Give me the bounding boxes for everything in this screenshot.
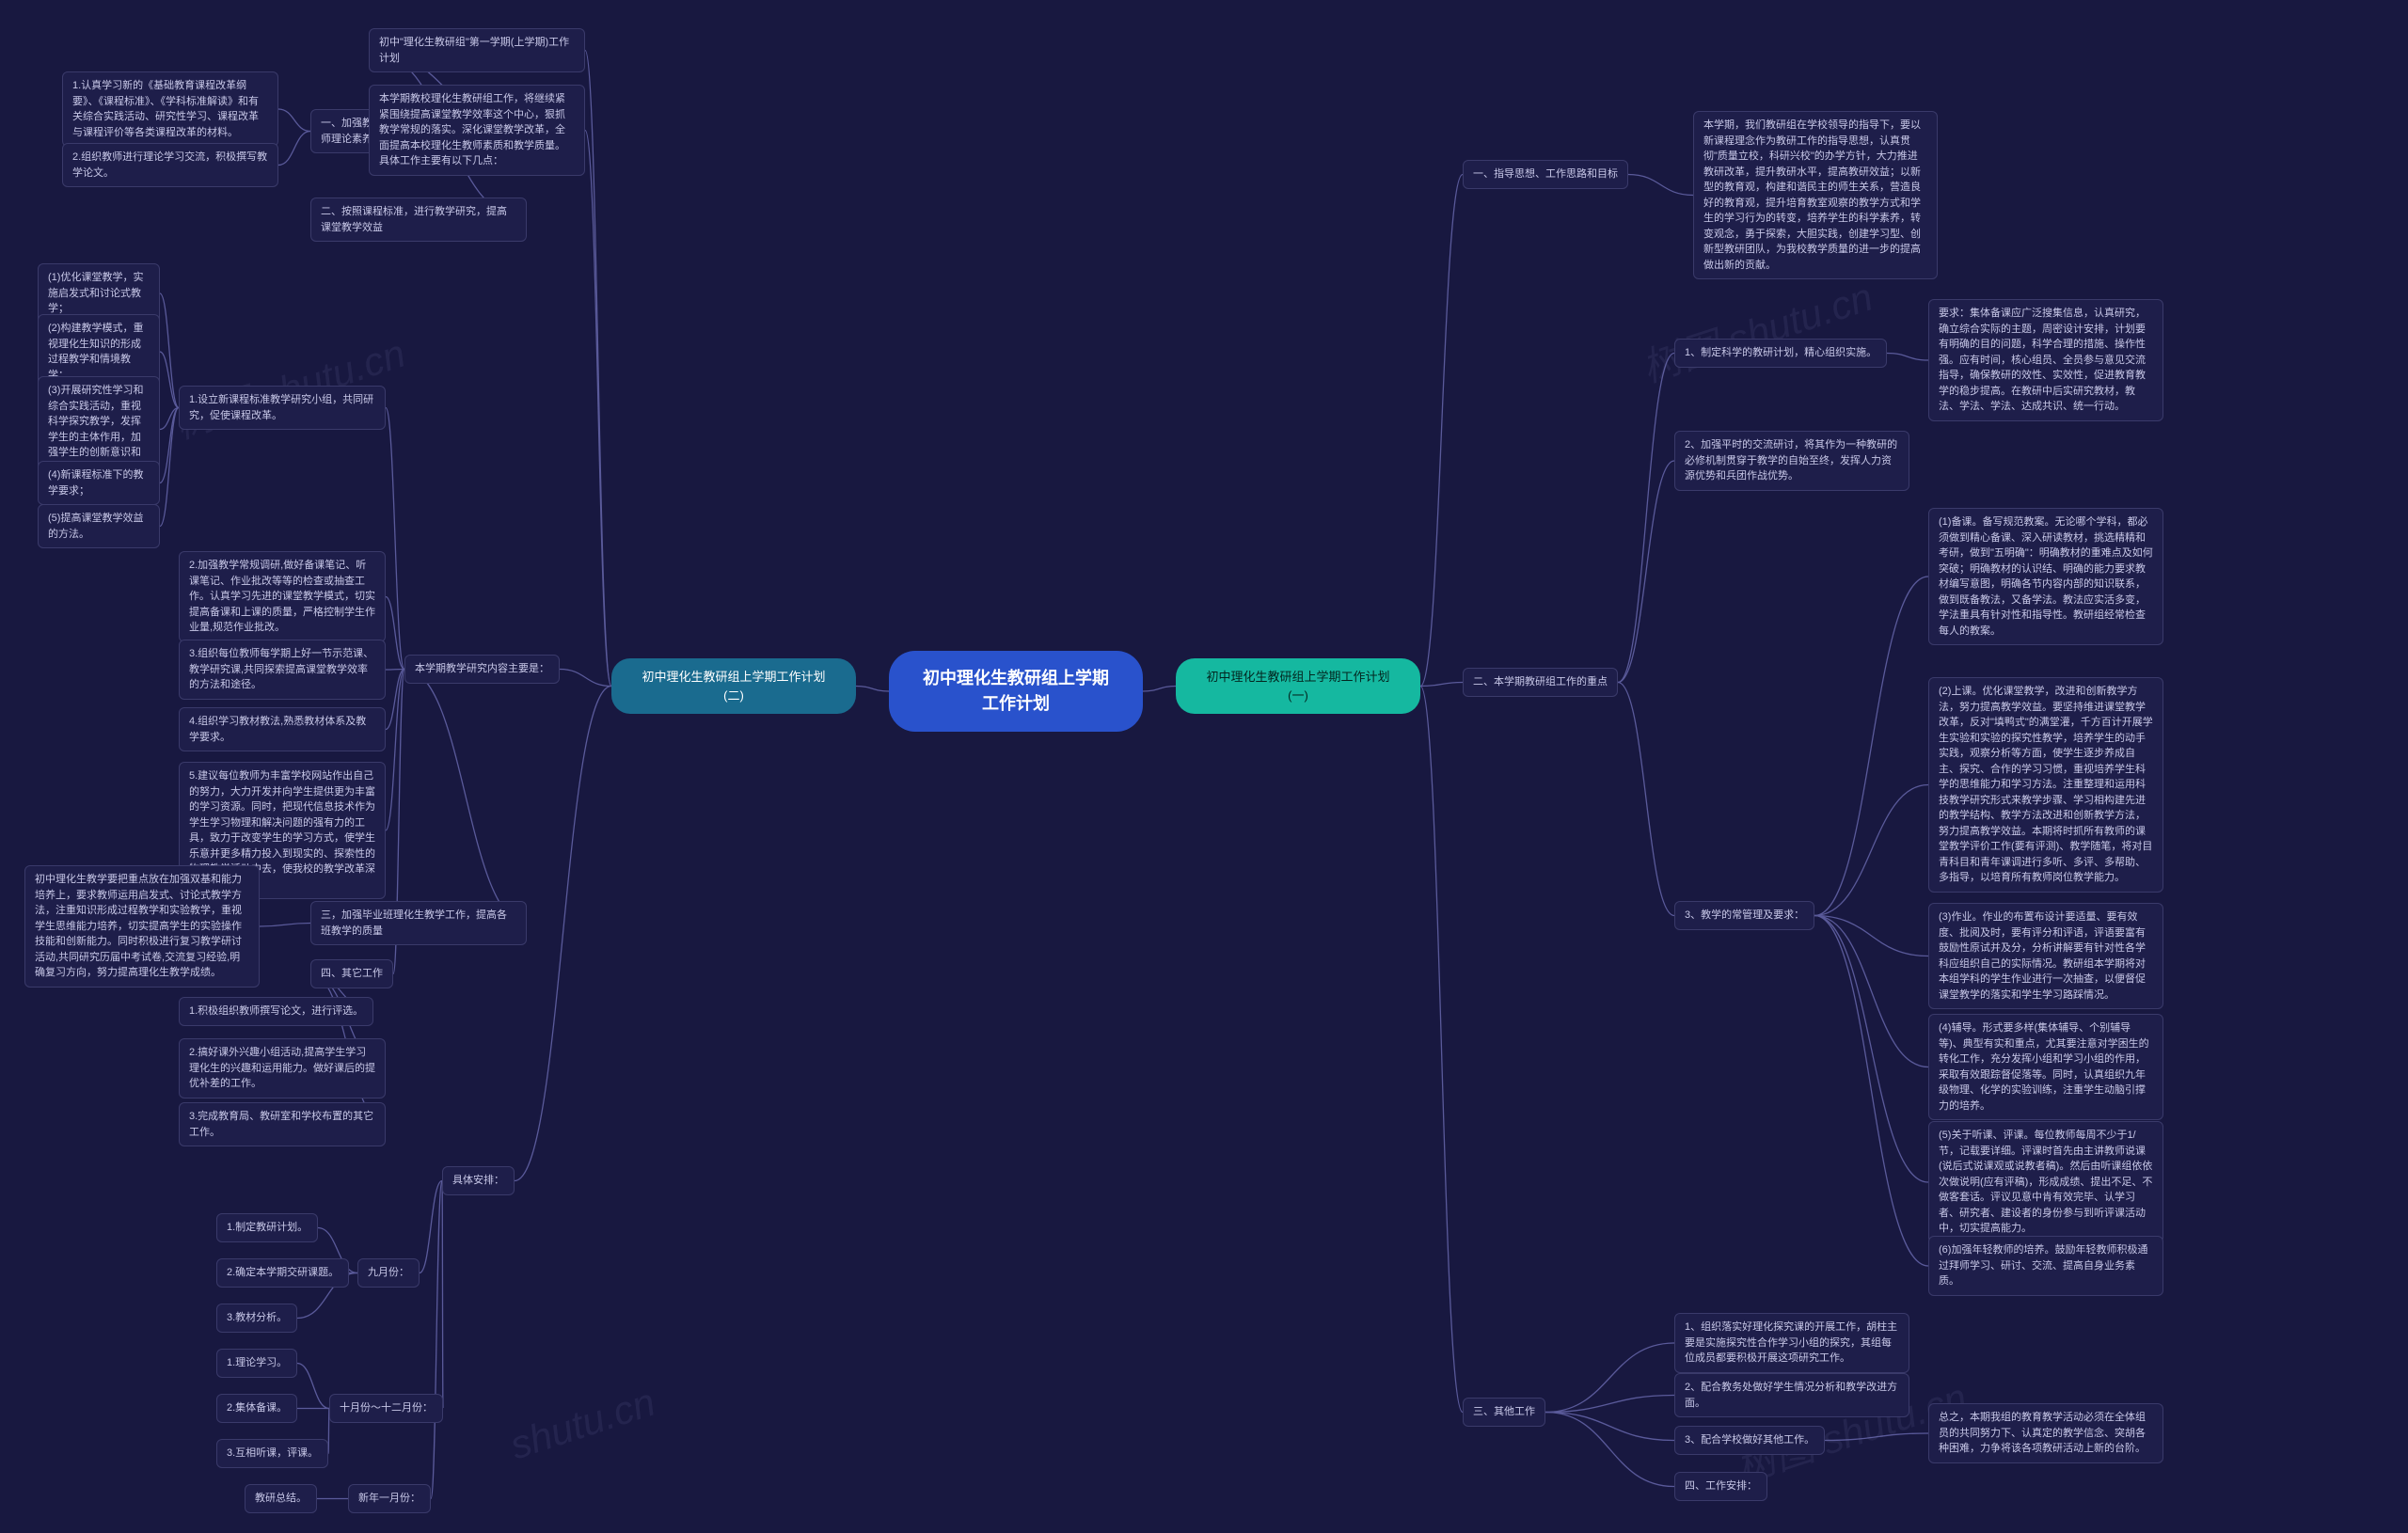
left-month-2: 新年一月份： (348, 1484, 431, 1513)
watermark: shutu.cn (504, 1380, 660, 1469)
right-s3-item-1: 2、配合教务处做好学生情况分析和教学改进方面。 (1674, 1373, 1909, 1417)
right-s2-sub3-item-0: (1)备课。备写规范教案。无论哪个学科，都必须做到精心备课、深入研读教材，挑选精… (1928, 508, 2163, 645)
right-s3-item-0: 1、组织落实好理化探究课的开展工作，胡柱主要是实施探究性合作学习小组的探究，其组… (1674, 1313, 1909, 1373)
right-s2-sub3-item-1: (2)上课。优化课堂教学，改进和创新教学方法，努力提高教学效益。要坚持维进课堂教… (1928, 677, 2163, 893)
left-month-2-item-0: 教研总结。 (245, 1484, 317, 1513)
left-month-1-item-0: 1.理论学习。 (216, 1349, 297, 1378)
right-s3-conclusion: 总之，本期我组的教育教学活动必须在全体组员的共同努力下、认真定的教学信念、突胡各… (1928, 1403, 2163, 1463)
right-s2-sub2: 2、加强平时的交流研讨，将其作为一种教研的必修机制贯穿于教学的自始至终，发挥人力… (1674, 431, 1909, 491)
left-month-0-item-0: 1.制定教研计划。 (216, 1213, 318, 1242)
branch-left: 初中理化生教研组上学期工作计划(二) (611, 658, 856, 714)
right-section-3: 三、其他工作 (1463, 1398, 1545, 1427)
left-month-1: 十月份～十二月份： (329, 1394, 443, 1423)
left-schedule-title: 具体安排： (442, 1166, 515, 1195)
right-s2-sub3-item-4: (5)关于听课、评课。每位教师每周不少于1/节，记载要详细。评课时首先由主讲教师… (1928, 1121, 2163, 1243)
left-month-0-item-2: 3.教材分析。 (216, 1304, 297, 1333)
branch-right: 初中理化生教研组上学期工作计划(一) (1176, 658, 1420, 714)
right-s2-sub1-leaf: 要求：集体备课应广泛搜集信息，认真研究，确立综合实际的主题，周密设计安排，计划要… (1928, 299, 2163, 421)
left-s2-item-3: 4.组织学习教材教法,熟悉教材体系及教学要求。 (179, 707, 386, 751)
right-s2-sub3: 3、教学的常管理及要求： (1674, 901, 1814, 930)
left-s2-item-1: 2.加强教学常规调研,做好备课笔记、听课笔记、作业批改等等的检查或抽查工作。认真… (179, 551, 386, 642)
center-node: 初中理化生教研组上学期工作计划 (889, 651, 1143, 732)
left-s2-item-0: 1.设立新课程标准教学研究小组，共同研究，促使课程改革。 (179, 386, 386, 430)
left-s3-leaf: 初中理化生教学要把重点放在加强双基和能力培养上，要求教师运用启发式、讨论式教学方… (24, 865, 260, 988)
left-s2-main: 本学期教学研究内容主要是： (404, 655, 560, 684)
right-s3-item-2: 3、配合学校做好其他工作。 (1674, 1426, 1825, 1455)
right-s2-sub3-item-3: (4)辅导。形式要多样(集体辅导、个别辅导等)、典型有实和重点，尤其要注意对学困… (1928, 1014, 2163, 1120)
left-month-0: 九月份： (357, 1258, 420, 1288)
right-section-1-leaf: 本学期，我们教研组在学校领导的指导下，要以新课程理念作为教研工作的指导思想，认真… (1693, 111, 1938, 279)
left-month-0-item-1: 2.确定本学期交研课题。 (216, 1258, 349, 1288)
left-month-1-item-1: 2.集体备课。 (216, 1394, 297, 1423)
watermark: 树图 shutu.cn (1634, 265, 1879, 394)
left-s4-item-0: 1.积极组织教师撰写论文，进行评选。 (179, 997, 373, 1026)
right-s2-sub3-item-5: (6)加强年轻教师的培养。鼓励年轻教师积极通过拜师学习、研讨、交流、提高自身业务… (1928, 1236, 2163, 1296)
left-section-2: 二、按照课程标准，进行教学研究，提高课堂教学效益 (310, 198, 527, 242)
left-s1-item-0: 1.认真学习新的《基础教育课程改革纲要》、《课程标准》、《学科标准解读》和有关综… (62, 71, 278, 147)
left-s4-item-1: 2.搞好课外兴趣小组活动,提高学生学习理化生的兴趣和运用能力。做好课后的提优补差… (179, 1038, 386, 1098)
right-section-1: 一、指导思想、工作思路和目标 (1463, 160, 1628, 189)
left-section-4: 四、其它工作 (310, 959, 393, 988)
left-s2-intro: 本学期教校理化生教研组工作，将继续紧紧围绕提高课堂教学效率这个中心，狠抓教学常规… (369, 85, 585, 176)
right-s2-sub1: 1、制定科学的教研计划，精心组织实施。 (1674, 339, 1887, 368)
left-s2-item-0-sub-3: (4)新课程标准下的教学要求； (38, 461, 160, 505)
left-section-3: 三，加强毕业班理化生教学工作，提高各班教学的质量 (310, 901, 527, 945)
left-s4-item-2: 3.完成教育局、教研室和学校布置的其它工作。 (179, 1102, 386, 1146)
left-s1-item-1: 2.组织教师进行理论学习交流，积极撰写教学论文。 (62, 143, 278, 187)
left-s2-item-2: 3.组织每位教师每学期上好一节示范课、教学研究课,共同探索提高课堂教学效率的方法… (179, 640, 386, 700)
right-section-4: 四、工作安排： (1674, 1472, 1767, 1501)
left-month-1-item-2: 3.互相听课，评课。 (216, 1439, 328, 1468)
right-section-2: 二、本学期教研组工作的重点 (1463, 668, 1618, 697)
left-topbox: 初中"理化生教研组"第一学期(上学期)工作计划 (369, 28, 585, 72)
right-s2-sub3-item-2: (3)作业。作业的布置布设计要适量、要有效度、批阅及时，要有评分和评语，评语要富… (1928, 903, 2163, 1009)
left-s2-item-0-sub-4: (5)提高课堂教学效益的方法。 (38, 504, 160, 548)
